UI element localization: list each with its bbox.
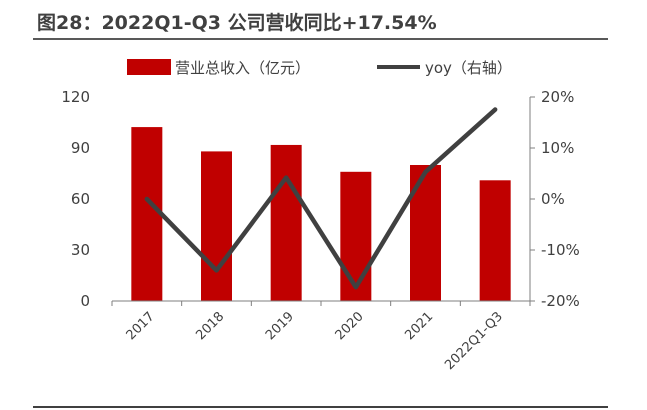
legend-label-revenue: 营业总收入（亿元） (175, 59, 310, 77)
left-tick-label: 90 (71, 139, 90, 157)
x-tick-label: 2022Q1-Q3 (442, 309, 506, 373)
x-tick-label: 2019 (263, 309, 297, 343)
bar-2020 (340, 171, 372, 301)
right-axis-ticks: -20% -10% 0% 10% 20% (541, 88, 580, 310)
legend-swatch-revenue (127, 59, 171, 75)
right-tick-label: -10% (541, 241, 580, 259)
right-tick-label: 20% (541, 88, 574, 106)
axes (111, 96, 535, 306)
yoy-line (144, 107, 498, 290)
bar-2021 (410, 165, 441, 301)
x-tick-label: 2017 (124, 309, 158, 343)
bar-2018 (201, 151, 232, 301)
right-tick-label: -20% (541, 292, 580, 310)
bottom-divider (33, 406, 608, 408)
chart-title: 图28：2022Q1-Q3 公司营收同比+17.54% (37, 12, 437, 34)
left-axis-ticks: 0 30 60 90 120 (61, 88, 90, 310)
bar-series (131, 127, 511, 301)
line-series (144, 107, 498, 290)
left-tick-label: 60 (71, 190, 90, 208)
x-tick-label: 2018 (193, 309, 227, 343)
right-tick-label: 10% (541, 139, 574, 157)
bar-2019 (270, 144, 302, 301)
left-tick-label: 0 (80, 292, 90, 310)
x-tick-label: 2021 (402, 309, 436, 343)
x-tick-label: 2020 (333, 309, 367, 343)
left-tick-label: 120 (61, 88, 90, 106)
x-axis-ticks: 2017 2018 2019 2020 2021 2022Q1-Q3 (124, 309, 506, 373)
legend: 营业总收入（亿元） yoy（右轴） (127, 59, 512, 77)
bar-2017 (131, 127, 163, 301)
legend-label-yoy: yoy（右轴） (425, 59, 512, 77)
right-tick-label: 0% (541, 190, 565, 208)
left-tick-label: 30 (71, 241, 90, 259)
title-divider (33, 38, 608, 40)
bar-2022Q1-Q3 (479, 180, 511, 301)
